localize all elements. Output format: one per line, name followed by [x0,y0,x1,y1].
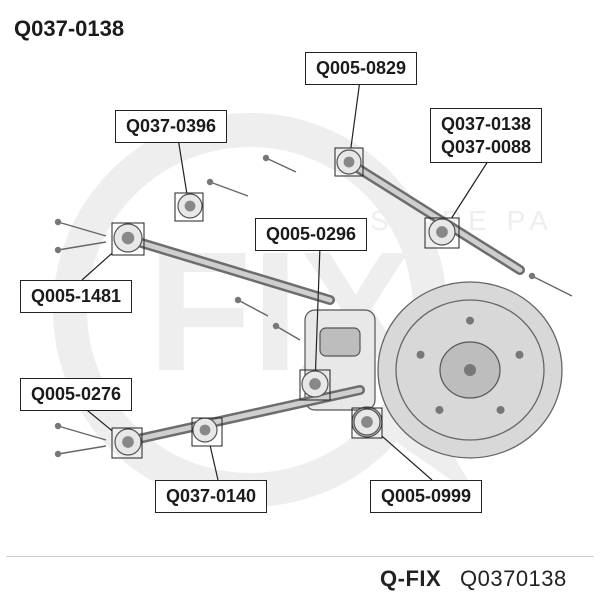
part-label-q037-0396: Q037-0396 [115,110,227,143]
svg-text:SPARE PARTS: SPARE PARTS [370,205,550,236]
part-label-q005-0276: Q005-0276 [20,378,132,411]
bushings [114,150,455,455]
part-label-line: Q037-0088 [441,136,531,159]
part-label-q005-0999: Q005-0999 [370,480,482,513]
part-label-line: Q037-0140 [166,485,256,508]
footer-code: Q0370138 [460,566,567,592]
page-title: Q037-0138 [14,16,124,42]
part-label-q005-0296: Q005-0296 [255,218,367,251]
part-label-q037-0138: Q037-0138Q037-0088 [430,108,542,163]
part-label-q037-0140: Q037-0140 [155,480,267,513]
part-label-line: Q037-0138 [441,113,531,136]
control-arms [125,162,520,442]
diagram-stage: FIX SPARE PARTS Q037-0138 [0,0,600,600]
part-label-q005-0829: Q005-0829 [305,52,417,85]
footer-brand: Q-FIX [380,566,441,592]
knuckle-icon [305,310,382,437]
fasteners [55,155,572,457]
part-label-line: Q037-0396 [126,115,216,138]
part-label-q005-1481: Q005-1481 [20,280,132,313]
footer-rule [6,556,594,557]
part-label-line: Q005-1481 [31,285,121,308]
part-label-line: Q005-0276 [31,383,121,406]
part-label-line: Q005-0296 [266,223,356,246]
brake-rotor-icon [378,282,562,458]
part-label-line: Q005-0999 [381,485,471,508]
part-label-line: Q005-0829 [316,57,406,80]
